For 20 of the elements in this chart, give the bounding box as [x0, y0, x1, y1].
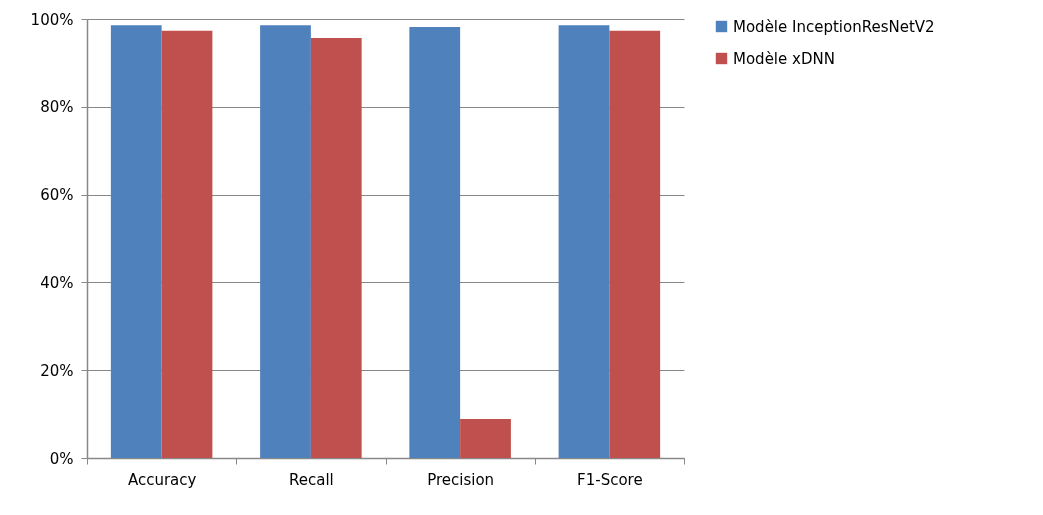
x-tick-label: Precision [427, 470, 495, 489]
bar [110, 25, 162, 458]
legend-label: Modèle xDNN [733, 49, 835, 68]
bar [161, 30, 213, 458]
y-tick-label: 40% [40, 273, 74, 292]
y-tick-label: 60% [40, 186, 74, 205]
x-tick-label: Recall [288, 470, 334, 489]
bar [409, 26, 461, 458]
bar [310, 37, 362, 458]
x-tick-label: Accuracy [127, 470, 197, 489]
bar [260, 25, 311, 458]
y-tick-label: 80% [40, 98, 74, 117]
bar [460, 418, 511, 458]
bar [609, 30, 661, 458]
y-tick-label: 100% [30, 10, 74, 29]
legend-label: Modèle InceptionResNetV2 [733, 17, 935, 36]
y-tick-label: 0% [49, 449, 74, 468]
x-tick-label: F1-Score [577, 470, 643, 489]
bar [558, 25, 610, 458]
y-tick-label: 20% [40, 361, 74, 380]
